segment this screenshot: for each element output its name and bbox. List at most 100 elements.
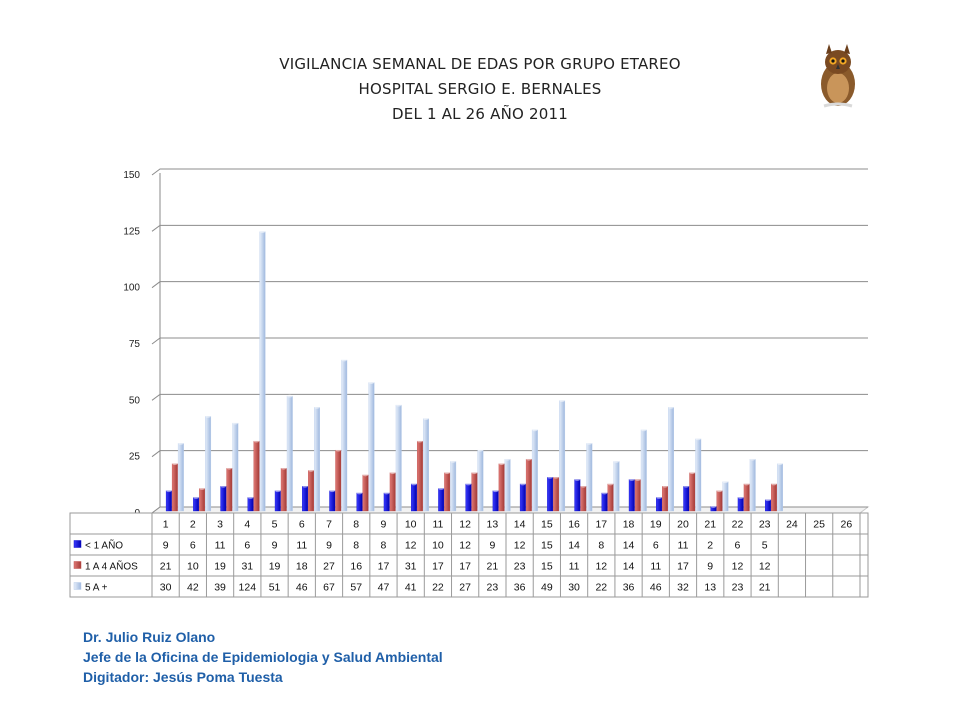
x-tick-label: 3 bbox=[217, 519, 223, 531]
x-tick-label: 23 bbox=[759, 519, 771, 531]
data-label: 49 bbox=[541, 582, 553, 594]
bar-top bbox=[683, 484, 689, 488]
data-label: 46 bbox=[650, 582, 662, 594]
owl-icon bbox=[821, 44, 855, 108]
x-tick-label: 26 bbox=[841, 519, 853, 531]
bar-top bbox=[689, 471, 695, 475]
bar-top bbox=[341, 358, 347, 362]
bar bbox=[613, 461, 620, 512]
data-label: 14 bbox=[623, 561, 635, 573]
data-label: 23 bbox=[514, 561, 526, 573]
bar-top bbox=[259, 230, 266, 233]
data-label: 12 bbox=[459, 540, 471, 552]
title-line-1: VIGILANCIA SEMANAL DE EDAS POR GRUPO ETA… bbox=[279, 55, 681, 73]
bar-top bbox=[668, 405, 674, 409]
bar bbox=[689, 472, 696, 512]
bar-top bbox=[492, 489, 499, 493]
data-label: 67 bbox=[323, 582, 335, 594]
x-tick-label: 20 bbox=[677, 519, 689, 531]
bar-top bbox=[722, 480, 729, 484]
bar-top bbox=[417, 439, 423, 443]
y-tick-label: 50 bbox=[129, 395, 141, 406]
bar bbox=[356, 492, 363, 512]
data-label: 6 bbox=[653, 540, 659, 552]
bar bbox=[640, 429, 647, 512]
x-tick-label: 1 bbox=[163, 519, 169, 531]
bar bbox=[722, 481, 729, 512]
bar bbox=[329, 490, 336, 512]
gridline bbox=[151, 224, 868, 232]
bar-top bbox=[601, 491, 608, 495]
bar bbox=[553, 477, 560, 512]
data-label: 11 bbox=[650, 561, 661, 573]
data-label: 23 bbox=[732, 582, 744, 594]
bar bbox=[302, 486, 308, 512]
bar-top bbox=[281, 466, 287, 470]
bar bbox=[683, 486, 690, 512]
data-label: 2 bbox=[707, 540, 713, 552]
bar bbox=[559, 400, 566, 512]
bar bbox=[395, 404, 402, 512]
bar bbox=[743, 483, 750, 512]
data-label: 9 bbox=[163, 540, 169, 552]
y-tick-label: 100 bbox=[123, 283, 140, 294]
bar bbox=[601, 492, 608, 512]
data-label: 10 bbox=[432, 540, 444, 552]
gridline bbox=[151, 281, 868, 289]
bar bbox=[519, 483, 526, 512]
bar-top bbox=[193, 496, 199, 499]
bar bbox=[498, 463, 505, 512]
bar-top bbox=[477, 448, 484, 452]
bar bbox=[314, 407, 320, 512]
bar bbox=[634, 479, 641, 512]
x-tick-label: 9 bbox=[381, 519, 387, 531]
bar-top bbox=[226, 466, 233, 470]
data-label: 12 bbox=[732, 561, 744, 573]
bar bbox=[199, 488, 206, 512]
bar-top bbox=[777, 462, 783, 466]
data-label: 9 bbox=[707, 561, 713, 573]
bar bbox=[716, 490, 723, 512]
legend-label: 5 A + bbox=[85, 583, 108, 594]
bar-top bbox=[607, 482, 614, 486]
legend-label: < 1 AÑO bbox=[85, 539, 123, 552]
data-label: 124 bbox=[239, 582, 257, 594]
x-tick-label: 12 bbox=[459, 519, 471, 531]
bar-top bbox=[710, 505, 717, 508]
x-tick-label: 7 bbox=[326, 519, 332, 531]
bar-top bbox=[586, 442, 593, 445]
legend-label: 1 A 4 AÑOS bbox=[85, 560, 138, 573]
bar-top bbox=[716, 489, 723, 493]
bar-top bbox=[613, 460, 620, 463]
bar bbox=[171, 463, 178, 512]
data-label: 41 bbox=[405, 582, 417, 594]
title-line-3: DEL 1 AL 26 AÑO 2011 bbox=[392, 105, 568, 123]
bar bbox=[668, 407, 674, 512]
data-label: 6 bbox=[244, 540, 250, 552]
x-tick-label: 10 bbox=[405, 519, 417, 531]
bar-top bbox=[247, 496, 254, 499]
bar-top bbox=[743, 482, 750, 486]
y-tick-label: 75 bbox=[129, 339, 141, 350]
data-label: 36 bbox=[623, 582, 635, 594]
bar-top bbox=[253, 439, 260, 443]
legend-swatch bbox=[73, 561, 82, 569]
bar bbox=[193, 497, 200, 512]
bar-top bbox=[220, 484, 227, 488]
y-tick-label: 125 bbox=[123, 226, 140, 237]
bar bbox=[749, 458, 756, 512]
bar bbox=[422, 418, 429, 512]
bar-top bbox=[329, 489, 335, 493]
bar bbox=[383, 492, 390, 512]
data-label: 30 bbox=[160, 582, 172, 594]
data-label: 21 bbox=[759, 582, 771, 594]
data-label: 15 bbox=[541, 561, 553, 573]
x-tick-label: 18 bbox=[623, 519, 635, 531]
bar-top bbox=[504, 457, 511, 461]
data-label: 8 bbox=[598, 540, 604, 552]
data-label: 11 bbox=[678, 540, 689, 552]
bar bbox=[205, 416, 212, 512]
bar bbox=[628, 479, 635, 512]
bar-top bbox=[335, 448, 341, 452]
